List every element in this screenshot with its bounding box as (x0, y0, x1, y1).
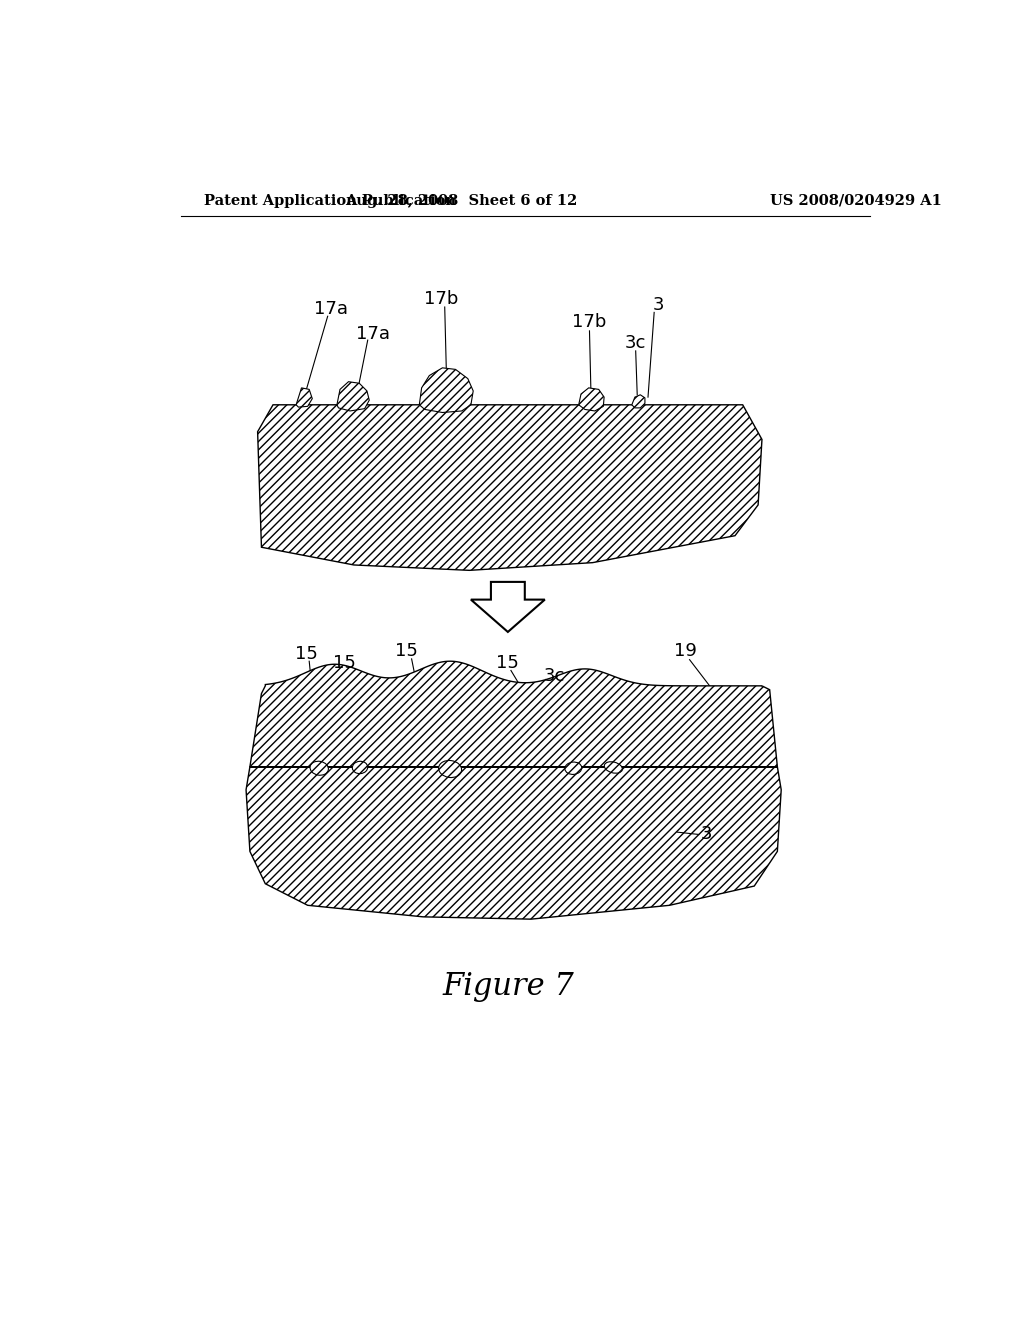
Polygon shape (419, 368, 473, 412)
Polygon shape (579, 388, 604, 411)
Polygon shape (632, 395, 645, 408)
Text: 15: 15 (333, 653, 356, 672)
Text: 15: 15 (395, 643, 418, 660)
Ellipse shape (565, 762, 582, 775)
Text: Figure 7: Figure 7 (442, 970, 573, 1002)
Polygon shape (471, 582, 545, 632)
Text: 17b: 17b (425, 289, 459, 308)
Text: Patent Application Publication: Patent Application Publication (204, 194, 456, 207)
Text: Aug. 28, 2008  Sheet 6 of 12: Aug. 28, 2008 Sheet 6 of 12 (345, 194, 578, 207)
Text: 3: 3 (700, 825, 713, 843)
Text: 17b: 17b (572, 313, 606, 331)
Text: 3c: 3c (544, 667, 565, 685)
Text: 17a: 17a (356, 325, 390, 343)
Text: 19: 19 (674, 643, 696, 660)
Text: 3c: 3c (625, 334, 646, 352)
Text: 17a: 17a (313, 300, 348, 318)
Polygon shape (250, 661, 777, 767)
Polygon shape (337, 381, 370, 411)
Text: 15: 15 (497, 653, 519, 672)
Ellipse shape (352, 762, 368, 774)
Ellipse shape (310, 762, 329, 775)
Text: US 2008/0204929 A1: US 2008/0204929 A1 (770, 194, 941, 207)
Polygon shape (258, 405, 762, 570)
Ellipse shape (604, 762, 623, 774)
Polygon shape (246, 767, 781, 919)
Text: 3: 3 (652, 296, 664, 314)
Polygon shape (296, 388, 312, 407)
Text: 15: 15 (295, 644, 317, 663)
Ellipse shape (438, 760, 462, 777)
